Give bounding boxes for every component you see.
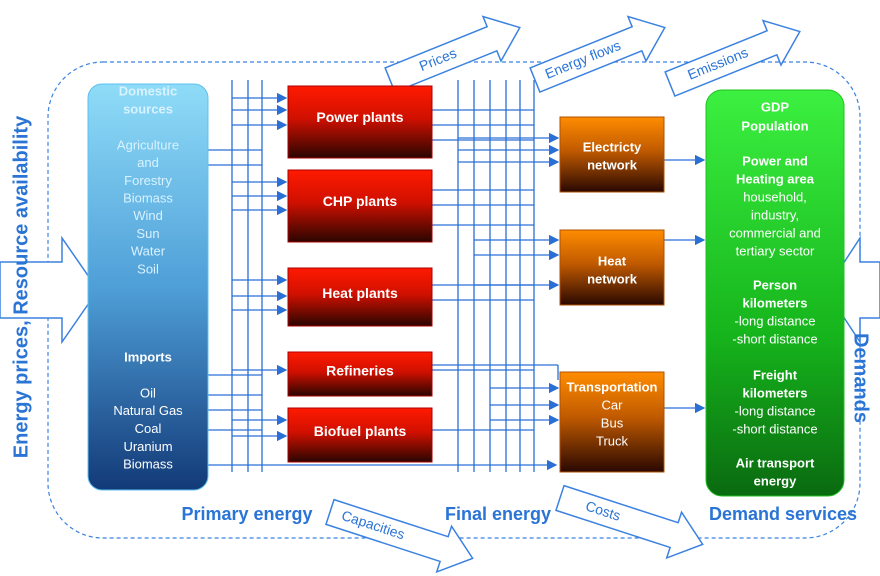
network-label: Truck	[596, 433, 629, 448]
demand-item: Power and	[742, 153, 808, 168]
demand-item: Person	[753, 277, 797, 292]
source-item: Coal	[135, 421, 162, 436]
sources-title: Domestic	[119, 83, 178, 98]
sources-title: Imports	[124, 349, 172, 364]
source-item: Biomass	[123, 457, 173, 472]
source-item: Biomass	[123, 191, 173, 206]
side-label: Demands	[850, 333, 872, 423]
demand-item: Heating area	[736, 171, 815, 186]
outline-arrow-shape	[555, 484, 704, 560]
outline-arrow-shape	[384, 15, 521, 94]
network-box	[559, 229, 665, 306]
network-label: Electricty	[583, 139, 642, 154]
network-label: network	[587, 157, 638, 172]
plant-label: Power plants	[316, 109, 403, 125]
source-item: Uranium	[123, 439, 172, 454]
source-item: Sun	[136, 226, 159, 241]
demand-item: -long distance	[735, 313, 816, 328]
source-item: Wind	[133, 208, 163, 223]
demand-item: -short distance	[732, 421, 817, 436]
source-item: Natural Gas	[113, 403, 183, 418]
demand-item: household,	[743, 189, 807, 204]
plant-box	[287, 85, 433, 159]
sources-box	[87, 83, 209, 491]
outline-arrow: Energy flows	[529, 15, 666, 94]
stage-label: Primary energy	[181, 504, 312, 524]
demand-item: GDP	[761, 99, 790, 114]
demand-item: Freight	[753, 367, 798, 382]
source-item: Soil	[137, 261, 159, 276]
network-label: network	[587, 271, 638, 286]
demand-item: Air transport	[736, 455, 815, 470]
demand-item: commercial and	[729, 225, 821, 240]
demand-item: -short distance	[732, 331, 817, 346]
network-label: Bus	[601, 415, 624, 430]
outline-arrow-shape	[529, 15, 666, 94]
network-label: Transportation	[566, 379, 657, 394]
network-box	[559, 116, 665, 193]
plant-label: CHP plants	[323, 193, 398, 209]
demand-box	[705, 89, 845, 497]
demand-item: energy	[754, 473, 797, 488]
plant-box	[287, 169, 433, 243]
network-box	[559, 371, 665, 473]
network-label: Car	[602, 397, 624, 412]
plant-label: Refineries	[326, 363, 394, 379]
plant-box	[287, 407, 433, 463]
plant-box	[287, 267, 433, 327]
labels: Energy prices, Resource availability Dema…	[10, 83, 871, 523]
outline-arrow: Costs	[555, 484, 704, 560]
input-arrow	[0, 235, 99, 345]
demand-item: kilometers	[742, 385, 807, 400]
source-item: Agriculture	[117, 137, 179, 152]
demand-item: kilometers	[742, 295, 807, 310]
source-item: Oil	[140, 385, 156, 400]
demand-item: tertiary sector	[736, 243, 815, 258]
plant-label: Biofuel plants	[314, 423, 407, 439]
plant-label: Heat plants	[322, 285, 398, 301]
outline-arrow-shape	[664, 19, 801, 98]
outline-arrow: Capacities	[325, 498, 474, 574]
side-label: Energy prices, Resource availability	[10, 115, 32, 458]
stage-label: Final energy	[445, 504, 551, 524]
network-label: Heat	[598, 253, 627, 268]
source-item: Water	[131, 244, 166, 259]
outline-arrow-shape	[325, 498, 474, 574]
source-item: Forestry	[124, 173, 172, 188]
demand-item: Population	[741, 118, 808, 133]
plant-box	[287, 351, 433, 397]
sources-title: sources	[123, 101, 173, 116]
demand-item: industry,	[751, 207, 799, 222]
stage-label: Demand services	[709, 504, 857, 524]
source-item: and	[137, 155, 159, 170]
demand-item: -long distance	[735, 403, 816, 418]
